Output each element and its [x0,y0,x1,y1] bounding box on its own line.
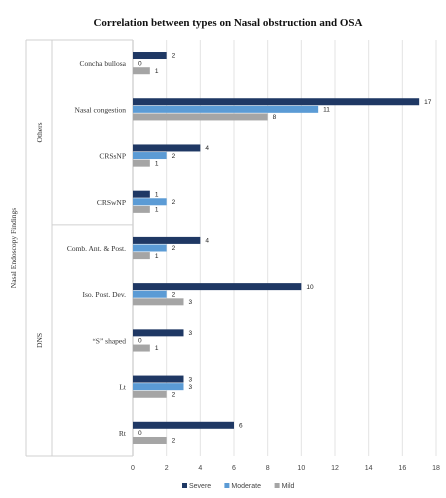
value-label-mild-crssnp: 1 [155,160,159,167]
x-axis-ticks: 0 2 4 6 8 10 12 14 16 18 [131,465,440,472]
bar-severe-lt [133,375,184,383]
x-tick-label-8: 8 [266,465,270,472]
bar-mild-s-shaped [133,344,150,352]
value-label-severe-comb-ant-post: 4 [205,238,209,245]
legend: Severe Moderate Mild [182,483,295,490]
bar-mild-comb-ant-post [133,252,150,260]
group-label-others: Others [35,122,44,142]
category-label-s-shaped: “S” shaped [92,336,126,345]
value-label-moderate-concha-bullosa: 0 [138,60,142,67]
legend-swatch-mild [274,483,280,488]
category-label-comb-ant-post: Comb. Ant. & Post. [67,244,126,253]
bar-severe-comb-ant-post [133,236,201,244]
value-label-moderate-s-shaped: 0 [138,338,142,345]
bar-severe-iso-post-dev [133,283,302,291]
category-label-lt: Lt [119,383,127,392]
bar-moderate-crssnp [133,152,167,160]
bar-severe-rt [133,421,234,429]
x-tick-label-14: 14 [365,465,373,472]
bar-mild-crswnp [133,205,150,213]
legend-label-moderate: Moderate [231,483,261,490]
value-label-moderate-iso-post-dev: 2 [172,291,176,298]
bar-mild-iso-post-dev [133,298,184,306]
bar-moderate-crswnp [133,198,167,206]
legend-label-mild: Mild [282,483,295,490]
value-label-severe-s-shaped: 3 [189,330,193,337]
bar-severe-concha-bullosa [133,52,167,60]
value-label-severe-iso-post-dev: 10 [306,284,314,291]
x-tick-label-4: 4 [198,465,202,472]
value-label-moderate-nasal-congestion: 11 [323,107,330,114]
value-label-severe-rt: 6 [239,422,243,429]
value-label-mild-crswnp: 1 [155,207,159,214]
value-label-mild-iso-post-dev: 3 [189,299,193,306]
bar-mild-lt [133,390,167,398]
bar-severe-crssnp [133,144,201,152]
legend-label-severe: Severe [189,483,211,490]
value-label-severe-lt: 3 [189,376,193,383]
x-tick-label-12: 12 [331,465,339,472]
bars [133,52,420,444]
category-labels: Concha bullosa Nasal congestion CRSsNP CRSw… [67,59,127,438]
bar-severe-s-shaped [133,329,184,337]
bar-moderate-lt [133,383,184,391]
bar-moderate-iso-post-dev [133,290,167,298]
group-label-dns: DNS [35,333,44,348]
bar-severe-nasal-congestion [133,98,420,106]
category-frame: Others DNS Nasal Endoscopy Findings [9,39,133,457]
bar-mild-crssnp [133,159,150,167]
value-label-mild-nasal-congestion: 8 [273,114,277,121]
x-tick-label-18: 18 [432,465,440,472]
bar-mild-concha-bullosa [133,67,150,75]
outer-group-label: Nasal Endoscopy Findings [9,208,18,288]
value-label-mild-comb-ant-post: 1 [155,253,159,260]
x-tick-label-16: 16 [398,465,406,472]
value-label-severe-crswnp: 1 [155,191,159,198]
bar-moderate-nasal-congestion [133,105,319,113]
value-label-moderate-crssnp: 2 [172,153,176,160]
bar-mild-rt [133,436,167,444]
value-label-mild-s-shaped: 1 [155,345,159,352]
value-label-moderate-rt: 0 [138,430,142,437]
value-label-mild-concha-bullosa: 1 [155,68,159,75]
value-label-severe-crssnp: 4 [205,145,209,152]
legend-swatch-severe [182,483,187,488]
bar-mild-nasal-congestion [133,113,268,121]
category-label-concha-bullosa: Concha bullosa [80,59,127,68]
value-label-severe-nasal-congestion: 17 [424,99,432,106]
value-label-mild-rt: 2 [172,438,176,445]
value-label-severe-concha-bullosa: 2 [172,53,176,60]
x-tick-label-0: 0 [131,465,135,472]
category-label-iso-post-dev: Iso. Post. Dev. [83,290,127,299]
x-tick-label-6: 6 [232,465,236,472]
bar-moderate-comb-ant-post [133,244,167,252]
category-label-rt: Rt [119,429,127,438]
value-label-moderate-lt: 3 [189,384,193,391]
value-label-moderate-comb-ant-post: 2 [172,245,176,252]
category-label-nasal-congestion: Nasal congestion [75,105,127,114]
category-label-crssnp: CRSsNP [99,152,126,161]
category-label-crswnp: CRSwNP [97,198,126,207]
value-label-moderate-crswnp: 2 [172,199,176,206]
chart-title: Correlation between types on Nasal obstr… [93,17,362,29]
x-tick-label-2: 2 [165,465,169,472]
legend-swatch-moderate [224,483,230,488]
bar-severe-crswnp [133,190,150,198]
value-label-mild-lt: 2 [172,391,176,398]
x-tick-label-10: 10 [297,465,305,472]
